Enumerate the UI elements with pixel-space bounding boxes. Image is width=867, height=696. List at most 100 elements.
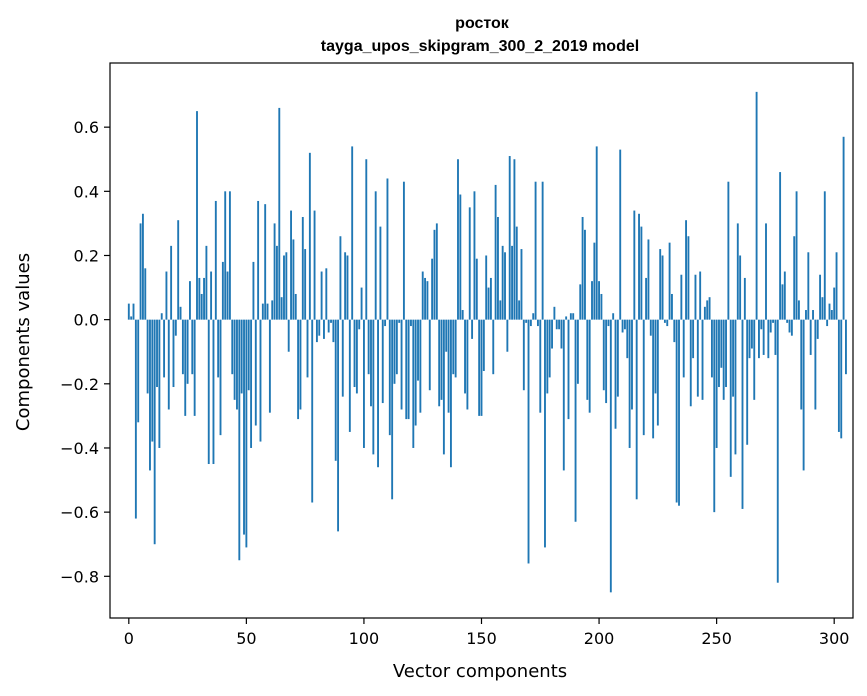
bar xyxy=(536,319,539,327)
bar xyxy=(240,319,243,394)
bar xyxy=(217,319,220,378)
bar xyxy=(398,319,401,323)
bar xyxy=(320,271,323,320)
bar xyxy=(219,319,222,436)
bar xyxy=(353,319,356,388)
bar xyxy=(816,319,819,339)
bar xyxy=(492,319,495,375)
bar xyxy=(635,319,638,500)
bar xyxy=(593,242,596,320)
bar xyxy=(337,319,340,532)
bar xyxy=(226,271,229,320)
x-tick-label: 150 xyxy=(466,629,497,648)
bar xyxy=(649,319,652,336)
bar xyxy=(805,310,807,320)
bar xyxy=(231,319,234,375)
x-tick-label: 250 xyxy=(701,629,732,648)
bar xyxy=(828,303,831,320)
bar xyxy=(261,303,264,320)
bar xyxy=(772,319,774,323)
bar xyxy=(189,281,191,320)
bar xyxy=(501,245,504,320)
bar xyxy=(363,319,365,448)
bar xyxy=(819,274,822,320)
bar xyxy=(268,319,271,413)
bar xyxy=(306,319,309,378)
bar xyxy=(534,181,537,320)
x-axis: 0 50 100 150 200 250 300 xyxy=(124,618,849,648)
bar xyxy=(181,319,184,375)
bar xyxy=(228,191,231,320)
bar xyxy=(254,319,257,426)
bar xyxy=(198,277,201,320)
bar xyxy=(174,319,177,336)
bar xyxy=(259,319,262,442)
bar xyxy=(247,319,250,391)
bar xyxy=(689,319,692,407)
bar xyxy=(694,274,697,320)
bar xyxy=(428,319,431,391)
bar xyxy=(433,229,436,320)
bar xyxy=(645,277,648,320)
bar xyxy=(565,316,568,320)
bar xyxy=(753,319,756,400)
bar xyxy=(130,316,133,320)
bar xyxy=(741,319,744,509)
bar xyxy=(276,245,278,320)
bar xyxy=(642,319,645,436)
bar xyxy=(765,223,767,320)
bar xyxy=(374,191,377,320)
bar xyxy=(680,274,683,320)
bar xyxy=(158,319,161,448)
bar xyxy=(638,213,640,320)
bar xyxy=(572,313,575,320)
bar xyxy=(264,204,267,320)
bar xyxy=(207,319,210,465)
bar xyxy=(236,319,238,410)
bar xyxy=(835,252,838,320)
bar xyxy=(623,319,626,330)
bar xyxy=(384,319,387,327)
bar xyxy=(367,319,370,375)
x-tick-label: 200 xyxy=(584,629,615,648)
bar xyxy=(304,249,307,320)
bar xyxy=(184,319,187,416)
bar xyxy=(457,159,459,320)
bar xyxy=(576,319,579,384)
bar xyxy=(746,319,749,445)
bar xyxy=(656,319,659,426)
bar xyxy=(797,300,800,320)
bar xyxy=(739,255,742,320)
y-tick-label: 0.2 xyxy=(74,246,99,265)
bar xyxy=(475,258,478,320)
bar xyxy=(238,319,241,561)
bar xyxy=(163,319,166,378)
bar xyxy=(661,255,664,320)
bar xyxy=(840,319,843,439)
bar xyxy=(783,271,786,320)
bar xyxy=(807,252,810,320)
bar xyxy=(139,223,142,320)
bar xyxy=(417,319,419,381)
bar xyxy=(478,319,481,416)
bar xyxy=(541,181,544,320)
bar xyxy=(405,319,408,420)
bar xyxy=(750,319,753,349)
bar xyxy=(210,271,213,320)
bar xyxy=(609,319,612,593)
y-tick-label: 0.0 xyxy=(74,311,99,330)
bar xyxy=(318,319,321,336)
bar xyxy=(515,226,518,320)
bar xyxy=(471,319,474,339)
bar xyxy=(743,277,746,320)
bar xyxy=(165,271,168,320)
bar xyxy=(809,319,812,355)
bar xyxy=(170,245,173,320)
bar xyxy=(508,156,511,320)
bar xyxy=(179,306,182,320)
bar xyxy=(452,319,455,375)
bar xyxy=(379,226,382,320)
bar xyxy=(426,281,429,320)
bar xyxy=(823,191,826,320)
bar xyxy=(812,310,814,320)
